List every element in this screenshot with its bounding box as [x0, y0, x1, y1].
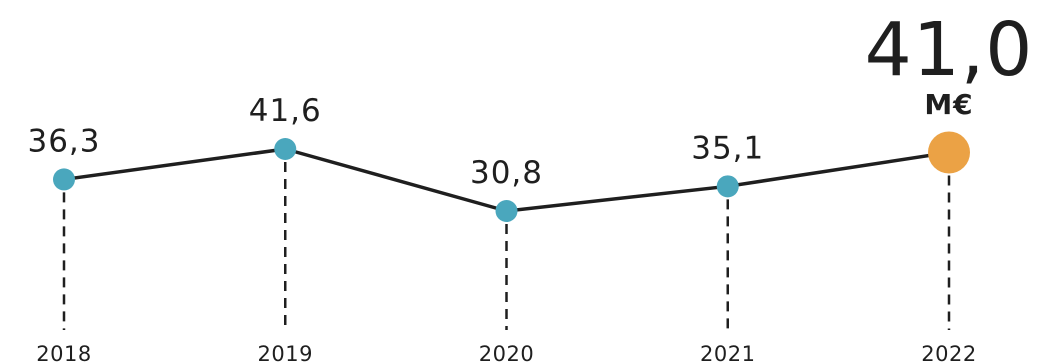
value-label-2019: 41,6	[249, 93, 322, 129]
value-label-2022: 41,0	[865, 7, 1034, 93]
value-label-2018: 36,3	[27, 123, 100, 159]
tick-label-2021: 2021	[700, 342, 755, 364]
data-points	[53, 131, 970, 222]
tick-label-2020: 2020	[479, 342, 534, 364]
data-point-2020	[495, 200, 518, 222]
x-axis-tick-labels: 2018 2019 2020 2021 2022	[36, 342, 976, 364]
tick-label-2019: 2019	[258, 342, 313, 364]
data-point-2019	[274, 138, 297, 160]
value-labels: 36,3 41,6 30,8 35,1 41,0M€	[27, 7, 1034, 191]
value-label-2020: 30,8	[470, 155, 543, 191]
guide-lines	[62, 162, 951, 330]
data-point-2022	[928, 131, 970, 174]
tick-label-2022: 2022	[921, 342, 976, 364]
unit-label: M€	[924, 88, 973, 121]
value-label-2021: 35,1	[691, 130, 764, 166]
data-point-2021	[716, 175, 739, 198]
data-point-2018	[53, 168, 75, 191]
tick-label-2018: 2018	[36, 342, 91, 364]
